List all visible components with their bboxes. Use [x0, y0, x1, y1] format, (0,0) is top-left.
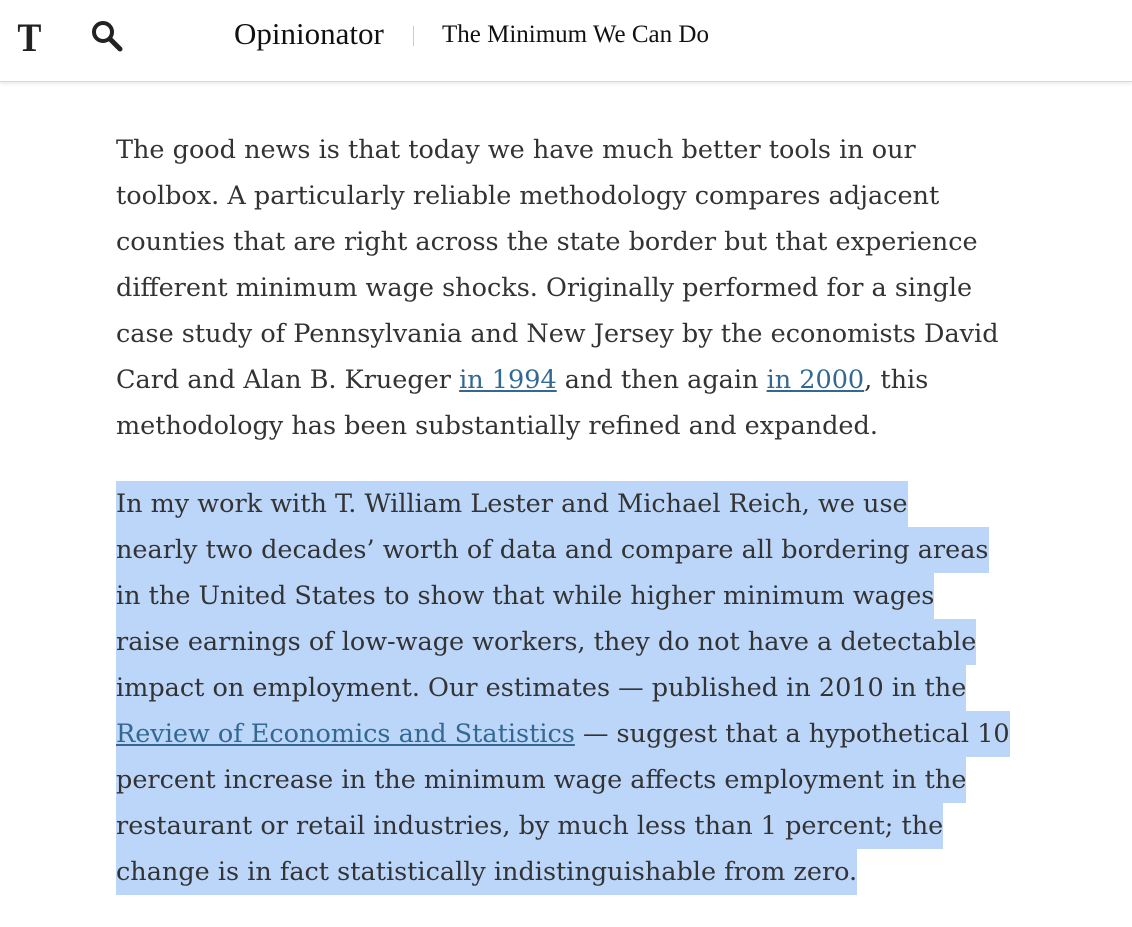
header: T Opinionator The Minimum We Can Do [0, 0, 1132, 82]
search-icon[interactable] [90, 19, 124, 53]
text-line: The good news is that today we have much… [116, 127, 1126, 173]
text: — suggest that a hypothetical 10 [574, 719, 1010, 749]
line-text: toolbox. A particularly reliable methodo… [116, 181, 939, 211]
text: counties that are right across the state… [116, 227, 978, 257]
paragraph: The good news is that today we have much… [116, 127, 1126, 449]
line-text: counties that are right across the state… [116, 227, 978, 257]
selection-highlight: restaurant or retail industries, by much… [116, 803, 944, 849]
text: methodology has been substantially refin… [116, 411, 878, 441]
text: different minimum wage shocks. Originall… [116, 273, 973, 303]
text: toolbox. A particularly reliable methodo… [116, 181, 940, 211]
text: and then again [556, 365, 767, 395]
selection-highlight: raise earnings of low-wage workers, they… [116, 619, 977, 665]
link[interactable]: in 1994 [459, 365, 557, 395]
selection-highlight: percent increase in the minimum wage aff… [116, 757, 967, 803]
selection-highlight: In my work with T. William Lester and Mi… [116, 481, 908, 527]
text: , this [864, 365, 929, 395]
text-line: different minimum wage shocks. Originall… [116, 265, 1126, 311]
line-text: methodology has been substantially refin… [116, 411, 878, 441]
section-name[interactable]: Opinionator [234, 16, 384, 51]
selection-highlight: in the United States to show that while … [116, 573, 935, 619]
logo[interactable]: T [17, 15, 42, 60]
text: change is in fact statistically indistin… [116, 857, 858, 887]
link[interactable]: Review of Economics and Statistics [116, 719, 575, 749]
text: In my work with T. William Lester and Mi… [116, 489, 908, 519]
selection-highlight: nearly two decades’ worth of data and co… [116, 527, 989, 573]
text: nearly two decades’ worth of data and co… [116, 535, 989, 565]
text-line: methodology has been substantially refin… [116, 403, 1126, 449]
text-line: In my work with T. William Lester and Mi… [116, 481, 1126, 527]
text-line: nearly two decades’ worth of data and co… [116, 527, 1126, 573]
selection-highlight: Review of Economics and Statistics — sug… [116, 711, 1010, 757]
text: restaurant or retail industries, by much… [116, 811, 944, 841]
text-line: raise earnings of low-wage workers, they… [116, 619, 1126, 665]
line-text: case study of Pennsylvania and New Jerse… [116, 319, 999, 349]
text-line: toolbox. A particularly reliable methodo… [116, 173, 1126, 219]
line-text: different minimum wage shocks. Originall… [116, 273, 972, 303]
text-line: impact on employment. Our estimates — pu… [116, 665, 1126, 711]
text: in the United States to show that while … [116, 581, 935, 611]
text-line: case study of Pennsylvania and New Jerse… [116, 311, 1126, 357]
text-line: change is in fact statistically indistin… [116, 849, 1126, 895]
line-text: The good news is that today we have much… [116, 135, 916, 165]
text-line: restaurant or retail industries, by much… [116, 803, 1126, 849]
text: raise earnings of low-wage workers, they… [116, 627, 977, 657]
link[interactable]: in 2000 [766, 365, 865, 395]
paragraph: In my work with T. William Lester and Mi… [116, 481, 1126, 895]
selection-highlight: change is in fact statistically indistin… [116, 849, 858, 895]
text: impact on employment. Our estimates — pu… [116, 673, 967, 703]
text: percent increase in the minimum wage aff… [116, 765, 967, 795]
text-line: Review of Economics and Statistics — sug… [116, 711, 1126, 757]
text-line: percent increase in the minimum wage aff… [116, 757, 1126, 803]
article-title: The Minimum We Can Do [442, 21, 709, 48]
line-text: Card and Alan B. Krueger in 1994 and the… [116, 365, 928, 395]
article-body: The good news is that today we have much… [116, 127, 1126, 927]
text: Card and Alan B. Krueger [116, 365, 460, 395]
text: The good news is that today we have much… [116, 135, 916, 165]
text-line: in the United States to show that while … [116, 573, 1126, 619]
text-line: Card and Alan B. Krueger in 1994 and the… [116, 357, 1126, 403]
text: case study of Pennsylvania and New Jerse… [116, 319, 999, 349]
text-line: counties that are right across the state… [116, 219, 1126, 265]
selection-highlight: impact on employment. Our estimates — pu… [116, 665, 967, 711]
divider [413, 26, 414, 46]
